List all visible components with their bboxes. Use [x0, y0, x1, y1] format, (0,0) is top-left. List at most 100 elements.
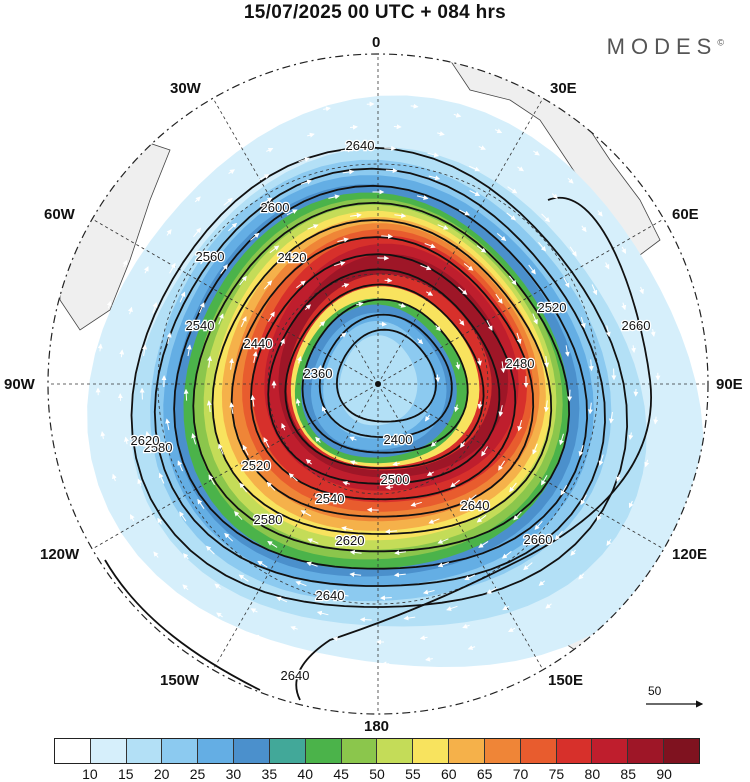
wind-vector: [435, 374, 441, 383]
wind-vector: [569, 246, 577, 257]
wind-vector: [294, 650, 303, 656]
contour-label: 2640: [281, 668, 310, 683]
wind-vector: [560, 485, 568, 496]
wind-vector: [394, 550, 406, 556]
wind-vector: [252, 351, 258, 363]
wind-vector: [197, 498, 205, 509]
wind-vector: [250, 232, 260, 241]
wind-vector: [295, 398, 301, 407]
colorbar-tick-label: 60: [440, 766, 457, 782]
wind-vector: [349, 436, 357, 442]
meridian-line: [92, 218, 379, 385]
colorbar-box: [90, 739, 127, 763]
wind-vector: [486, 320, 493, 331]
wind-vector: [171, 188, 178, 195]
height-contour: [295, 196, 652, 701]
wind-vector: [581, 225, 587, 233]
wind-vector: [437, 131, 445, 137]
wind-vector: [498, 460, 506, 471]
height-contour: [173, 184, 589, 570]
contour-label: 2660: [524, 532, 553, 547]
colorbar-tick-label: 35: [261, 766, 278, 782]
meridian-line: [377, 383, 664, 550]
colorbar-box: [269, 739, 306, 763]
wind-vector: [459, 319, 465, 326]
wind-vector: [621, 302, 627, 311]
wind-speed-colorbar: [54, 738, 700, 764]
wind-vector: [384, 145, 397, 151]
wind-vector: [495, 293, 503, 304]
wind-vector: [106, 300, 112, 309]
wind-vector: [337, 659, 346, 665]
wind-vector: [403, 615, 416, 621]
wind-vector: [591, 284, 598, 296]
colorbar-box: [55, 739, 91, 763]
wind-vector: [422, 589, 435, 595]
wind-vector: [229, 402, 235, 414]
wind-vector: [598, 454, 604, 466]
wind-vector: [450, 479, 460, 488]
colorbar-tick-label: 45: [333, 766, 349, 782]
wind-vector: [216, 612, 223, 618]
wind-vector: [317, 364, 323, 373]
lon-label-180: 180: [364, 718, 390, 735]
wind-vector: [305, 458, 312, 465]
wind-vector: [199, 302, 205, 314]
lon-label-30w: 30W: [170, 80, 201, 97]
lon-label-0: 0: [372, 34, 381, 51]
contour-label: 2660: [622, 318, 651, 333]
wind-vector: [580, 316, 586, 329]
wind-vector: [214, 583, 221, 589]
colorbar-tick-label: 10: [82, 766, 98, 782]
wind-vector: [567, 389, 573, 402]
wind-speed-shading: [87, 95, 704, 667]
wind-vector: [425, 414, 430, 422]
wind-vector: [286, 209, 298, 216]
colorbar-tick-label: 90: [656, 766, 672, 782]
wind-vector: [628, 500, 634, 509]
wind-vector: [341, 526, 353, 531]
wind-vector: [228, 169, 235, 175]
contour-label: 2580: [254, 512, 283, 527]
wind-vector: [296, 280, 306, 289]
wind-vector: [416, 195, 429, 200]
wind-vector: [533, 150, 540, 156]
wind-vector: [186, 344, 192, 357]
colorbar-box: [664, 739, 699, 763]
wind-vector: [183, 388, 189, 401]
wind-vector: [239, 482, 248, 493]
colorbar-tick-label: 65: [476, 766, 493, 782]
contour-label: 2640: [346, 138, 375, 153]
wind-vector: [379, 595, 392, 601]
wind-vector: [419, 635, 428, 641]
wind-vector: [564, 345, 570, 357]
wind-vector: [481, 446, 489, 457]
height-contour: [211, 219, 553, 535]
contour-label: 2540: [316, 491, 345, 506]
wind-vector: [295, 580, 307, 587]
wind-vector: [157, 517, 163, 525]
wind-vector: [507, 186, 518, 194]
wind-vector: [506, 212, 516, 221]
lon-label-90e: 90E: [716, 376, 743, 393]
wind-vector: [319, 321, 326, 327]
wind-vector: [463, 263, 474, 271]
wind-vector: [266, 147, 274, 153]
height-contour: [250, 253, 517, 501]
wind-vector: [297, 355, 302, 364]
contour-label: 2500: [381, 472, 410, 487]
wind-vector: [460, 441, 466, 449]
wind-vector: [144, 222, 150, 229]
wind-vector: [453, 112, 462, 118]
wind-vector: [578, 445, 584, 457]
wind-vector: [238, 574, 249, 582]
colorbar-box: [162, 739, 199, 763]
wind-vector: [644, 459, 650, 468]
wind-vector: [323, 106, 331, 112]
brand-text: MODES: [606, 34, 718, 59]
wind-vector: [339, 332, 347, 338]
contour-label: 2540: [186, 318, 215, 333]
contour-label: 2640: [316, 588, 345, 603]
wind-vector: [280, 338, 285, 346]
wind-vector: [240, 135, 248, 141]
